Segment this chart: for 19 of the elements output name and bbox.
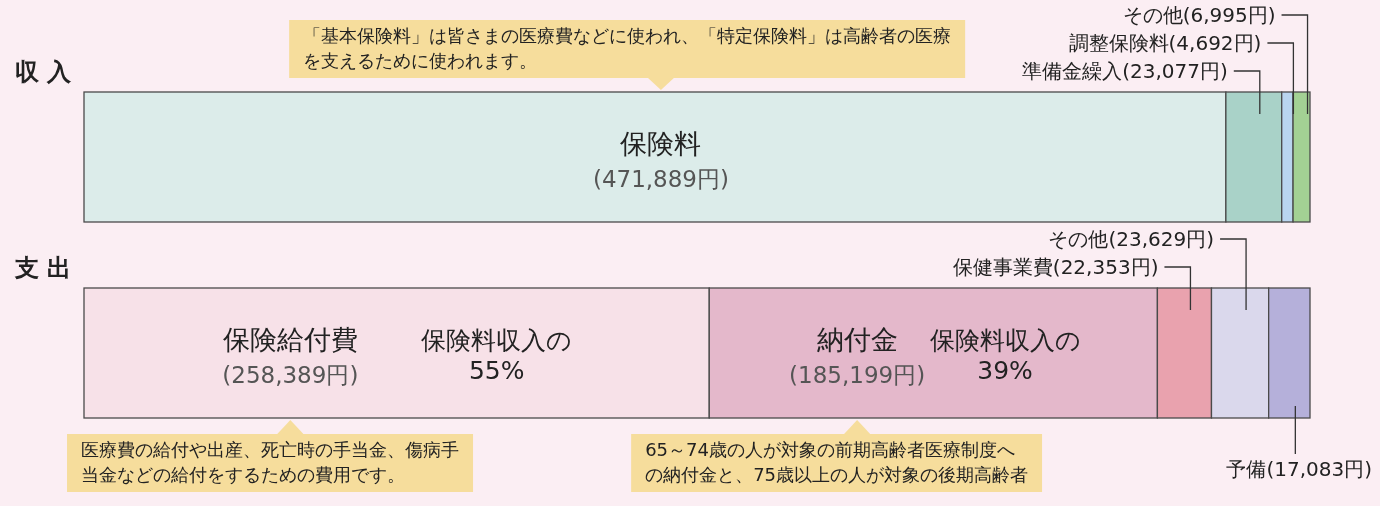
text: 医療費の給付や出産、死亡時の手当金、傷病手当金などの給付をするための費用です。 (81, 439, 460, 485)
y-tick-label: 支 出 (14, 254, 72, 282)
series-label: 納付金 (816, 324, 898, 355)
data-label: (471,889円) (592, 166, 729, 192)
text: 予備(17,083円) (1226, 457, 1372, 481)
text: 調整保険料(4,692円) (1068, 31, 1262, 55)
text: 65～74歳の人が対象の前期高齢者医療制度への納付金と、75歳以上の人が対象の後期高齢者 (645, 439, 1029, 485)
text: 保健事業費(22,353円) (952, 255, 1159, 279)
annotation: 保険料収入の39% (929, 326, 1081, 385)
annotation: 保険料収入の55% (421, 326, 573, 385)
text: その他(23,629円) (1048, 227, 1215, 251)
text: その他(6,995円) (1122, 3, 1276, 27)
annotation: 「基本保険料」は皆さまの医療費などに使われ、「特定保険料」は高齢者の医療を支えるために使われます。 (303, 25, 952, 71)
data-label: (258,389円) (222, 362, 359, 388)
series-label: 保険料 (620, 128, 702, 159)
data-label: (185,199円) (789, 362, 926, 388)
text: 準備金繰入(23,077円) (1022, 59, 1228, 83)
y-tick-label: 収 入 (15, 58, 73, 86)
series-label: 保険給付費 (222, 324, 358, 355)
